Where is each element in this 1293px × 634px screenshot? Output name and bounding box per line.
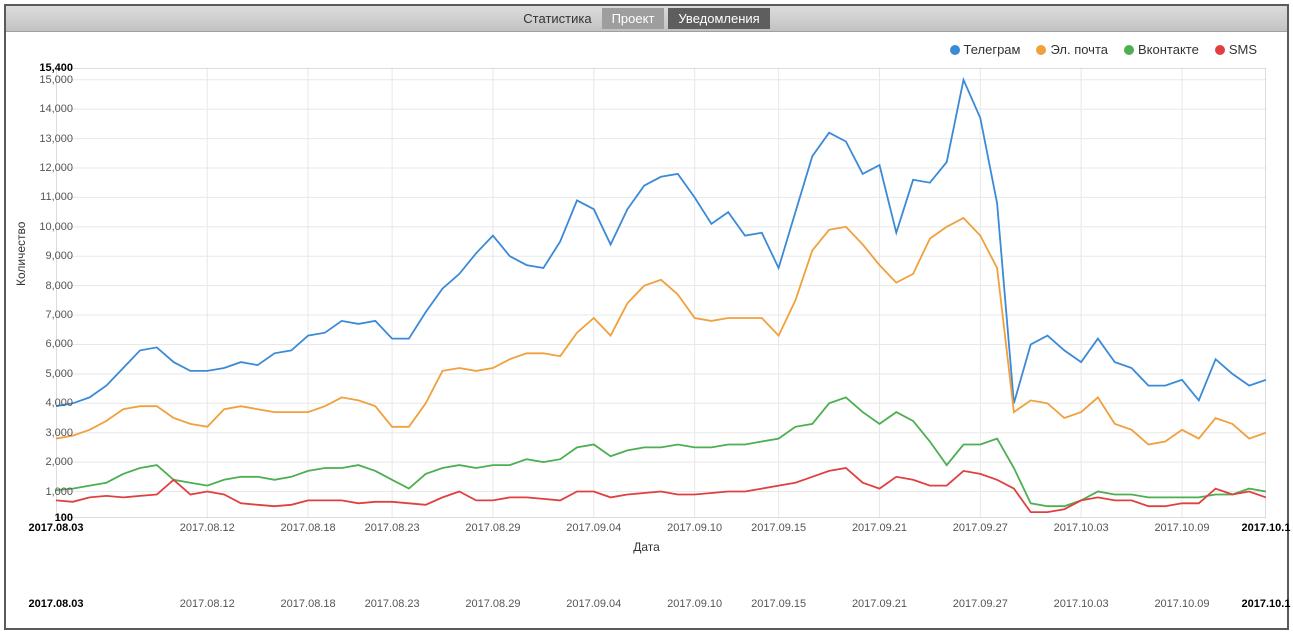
xtick-label: 2017.10.09 bbox=[1154, 522, 1209, 534]
ytick-label: 14,000 bbox=[33, 103, 73, 115]
topbar: Статистика Проект Уведомления bbox=[6, 6, 1287, 32]
chart-area bbox=[56, 68, 1266, 518]
xtick-label-secondary: 2017.10.1 bbox=[1242, 598, 1291, 610]
legend-dot-email bbox=[1036, 45, 1046, 55]
series-telegram bbox=[56, 80, 1266, 406]
ytick-label: 15,400 bbox=[33, 62, 73, 74]
xtick-label: 2017.08.23 bbox=[365, 522, 420, 534]
legend-label: Телеграм bbox=[964, 42, 1021, 57]
legend-item-sms[interactable]: SMS bbox=[1215, 42, 1257, 57]
legend-label: Вконтакте bbox=[1138, 42, 1199, 57]
xtick-label-secondary: 2017.08.29 bbox=[465, 598, 520, 610]
y-axis-label: Количество bbox=[14, 222, 28, 286]
ytick-label: 1,000 bbox=[33, 486, 73, 498]
topbar-label: Статистика bbox=[523, 11, 591, 26]
ytick-label: 13,000 bbox=[33, 133, 73, 145]
ytick-label: 8,000 bbox=[33, 280, 73, 292]
xtick-label: 2017.09.27 bbox=[953, 522, 1008, 534]
xtick-label-secondary: 2017.09.27 bbox=[953, 598, 1008, 610]
ytick-label: 7,000 bbox=[33, 309, 73, 321]
xtick-label-secondary: 2017.10.09 bbox=[1154, 598, 1209, 610]
ytick-label: 12,000 bbox=[33, 162, 73, 174]
legend-dot-vkontakte bbox=[1124, 45, 1134, 55]
xtick-label: 2017.08.29 bbox=[465, 522, 520, 534]
xtick-label: 2017.09.04 bbox=[566, 522, 621, 534]
series-sms bbox=[56, 468, 1266, 512]
ytick-label: 3,000 bbox=[33, 427, 73, 439]
xtick-label-secondary: 2017.08.03 bbox=[28, 598, 83, 610]
xtick-label: 2017.08.12 bbox=[180, 522, 235, 534]
legend-dot-sms bbox=[1215, 45, 1225, 55]
ytick-label: 9,000 bbox=[33, 250, 73, 262]
xtick-label-secondary: 2017.09.15 bbox=[751, 598, 806, 610]
tab-notifications[interactable]: Уведомления bbox=[668, 8, 769, 29]
xtick-label: 2017.09.15 bbox=[751, 522, 806, 534]
xtick-label: 2017.09.21 bbox=[852, 522, 907, 534]
tab-project[interactable]: Проект bbox=[602, 8, 665, 29]
ytick-label: 6,000 bbox=[33, 338, 73, 350]
ytick-label: 15,000 bbox=[33, 74, 73, 86]
xtick-label-secondary: 2017.10.03 bbox=[1054, 598, 1109, 610]
chart-svg bbox=[56, 68, 1266, 518]
ytick-label: 5,000 bbox=[33, 368, 73, 380]
legend-label: SMS bbox=[1229, 42, 1257, 57]
xtick-label: 2017.09.10 bbox=[667, 522, 722, 534]
xtick-label: 2017.10.03 bbox=[1054, 522, 1109, 534]
series-email bbox=[56, 218, 1266, 445]
legend-item-email[interactable]: Эл. почта bbox=[1036, 42, 1108, 57]
legend-label: Эл. почта bbox=[1050, 42, 1108, 57]
app-frame: Статистика Проект Уведомления Телеграм Э… bbox=[4, 4, 1289, 630]
xtick-label-secondary: 2017.09.21 bbox=[852, 598, 907, 610]
ytick-label: 4,000 bbox=[33, 397, 73, 409]
xtick-label: 2017.10.1 bbox=[1242, 522, 1291, 534]
x-axis-label: Дата bbox=[6, 540, 1287, 554]
legend: Телеграм Эл. почта Вконтакте SMS bbox=[950, 42, 1258, 57]
xtick-label: 2017.08.18 bbox=[281, 522, 336, 534]
ytick-label: 11,000 bbox=[33, 191, 73, 203]
xtick-label-secondary: 2017.08.18 bbox=[281, 598, 336, 610]
ytick-label: 2,000 bbox=[33, 456, 73, 468]
xtick-label-secondary: 2017.08.23 bbox=[365, 598, 420, 610]
xtick-label-secondary: 2017.08.12 bbox=[180, 598, 235, 610]
ytick-label: 10,000 bbox=[33, 221, 73, 233]
xtick-label-secondary: 2017.09.04 bbox=[566, 598, 621, 610]
legend-item-telegram[interactable]: Телеграм bbox=[950, 42, 1021, 57]
legend-dot-telegram bbox=[950, 45, 960, 55]
xtick-label: 2017.08.03 bbox=[28, 522, 83, 534]
series-vkontakte bbox=[56, 397, 1266, 506]
xtick-label-secondary: 2017.09.10 bbox=[667, 598, 722, 610]
legend-item-vkontakte[interactable]: Вконтакте bbox=[1124, 42, 1199, 57]
